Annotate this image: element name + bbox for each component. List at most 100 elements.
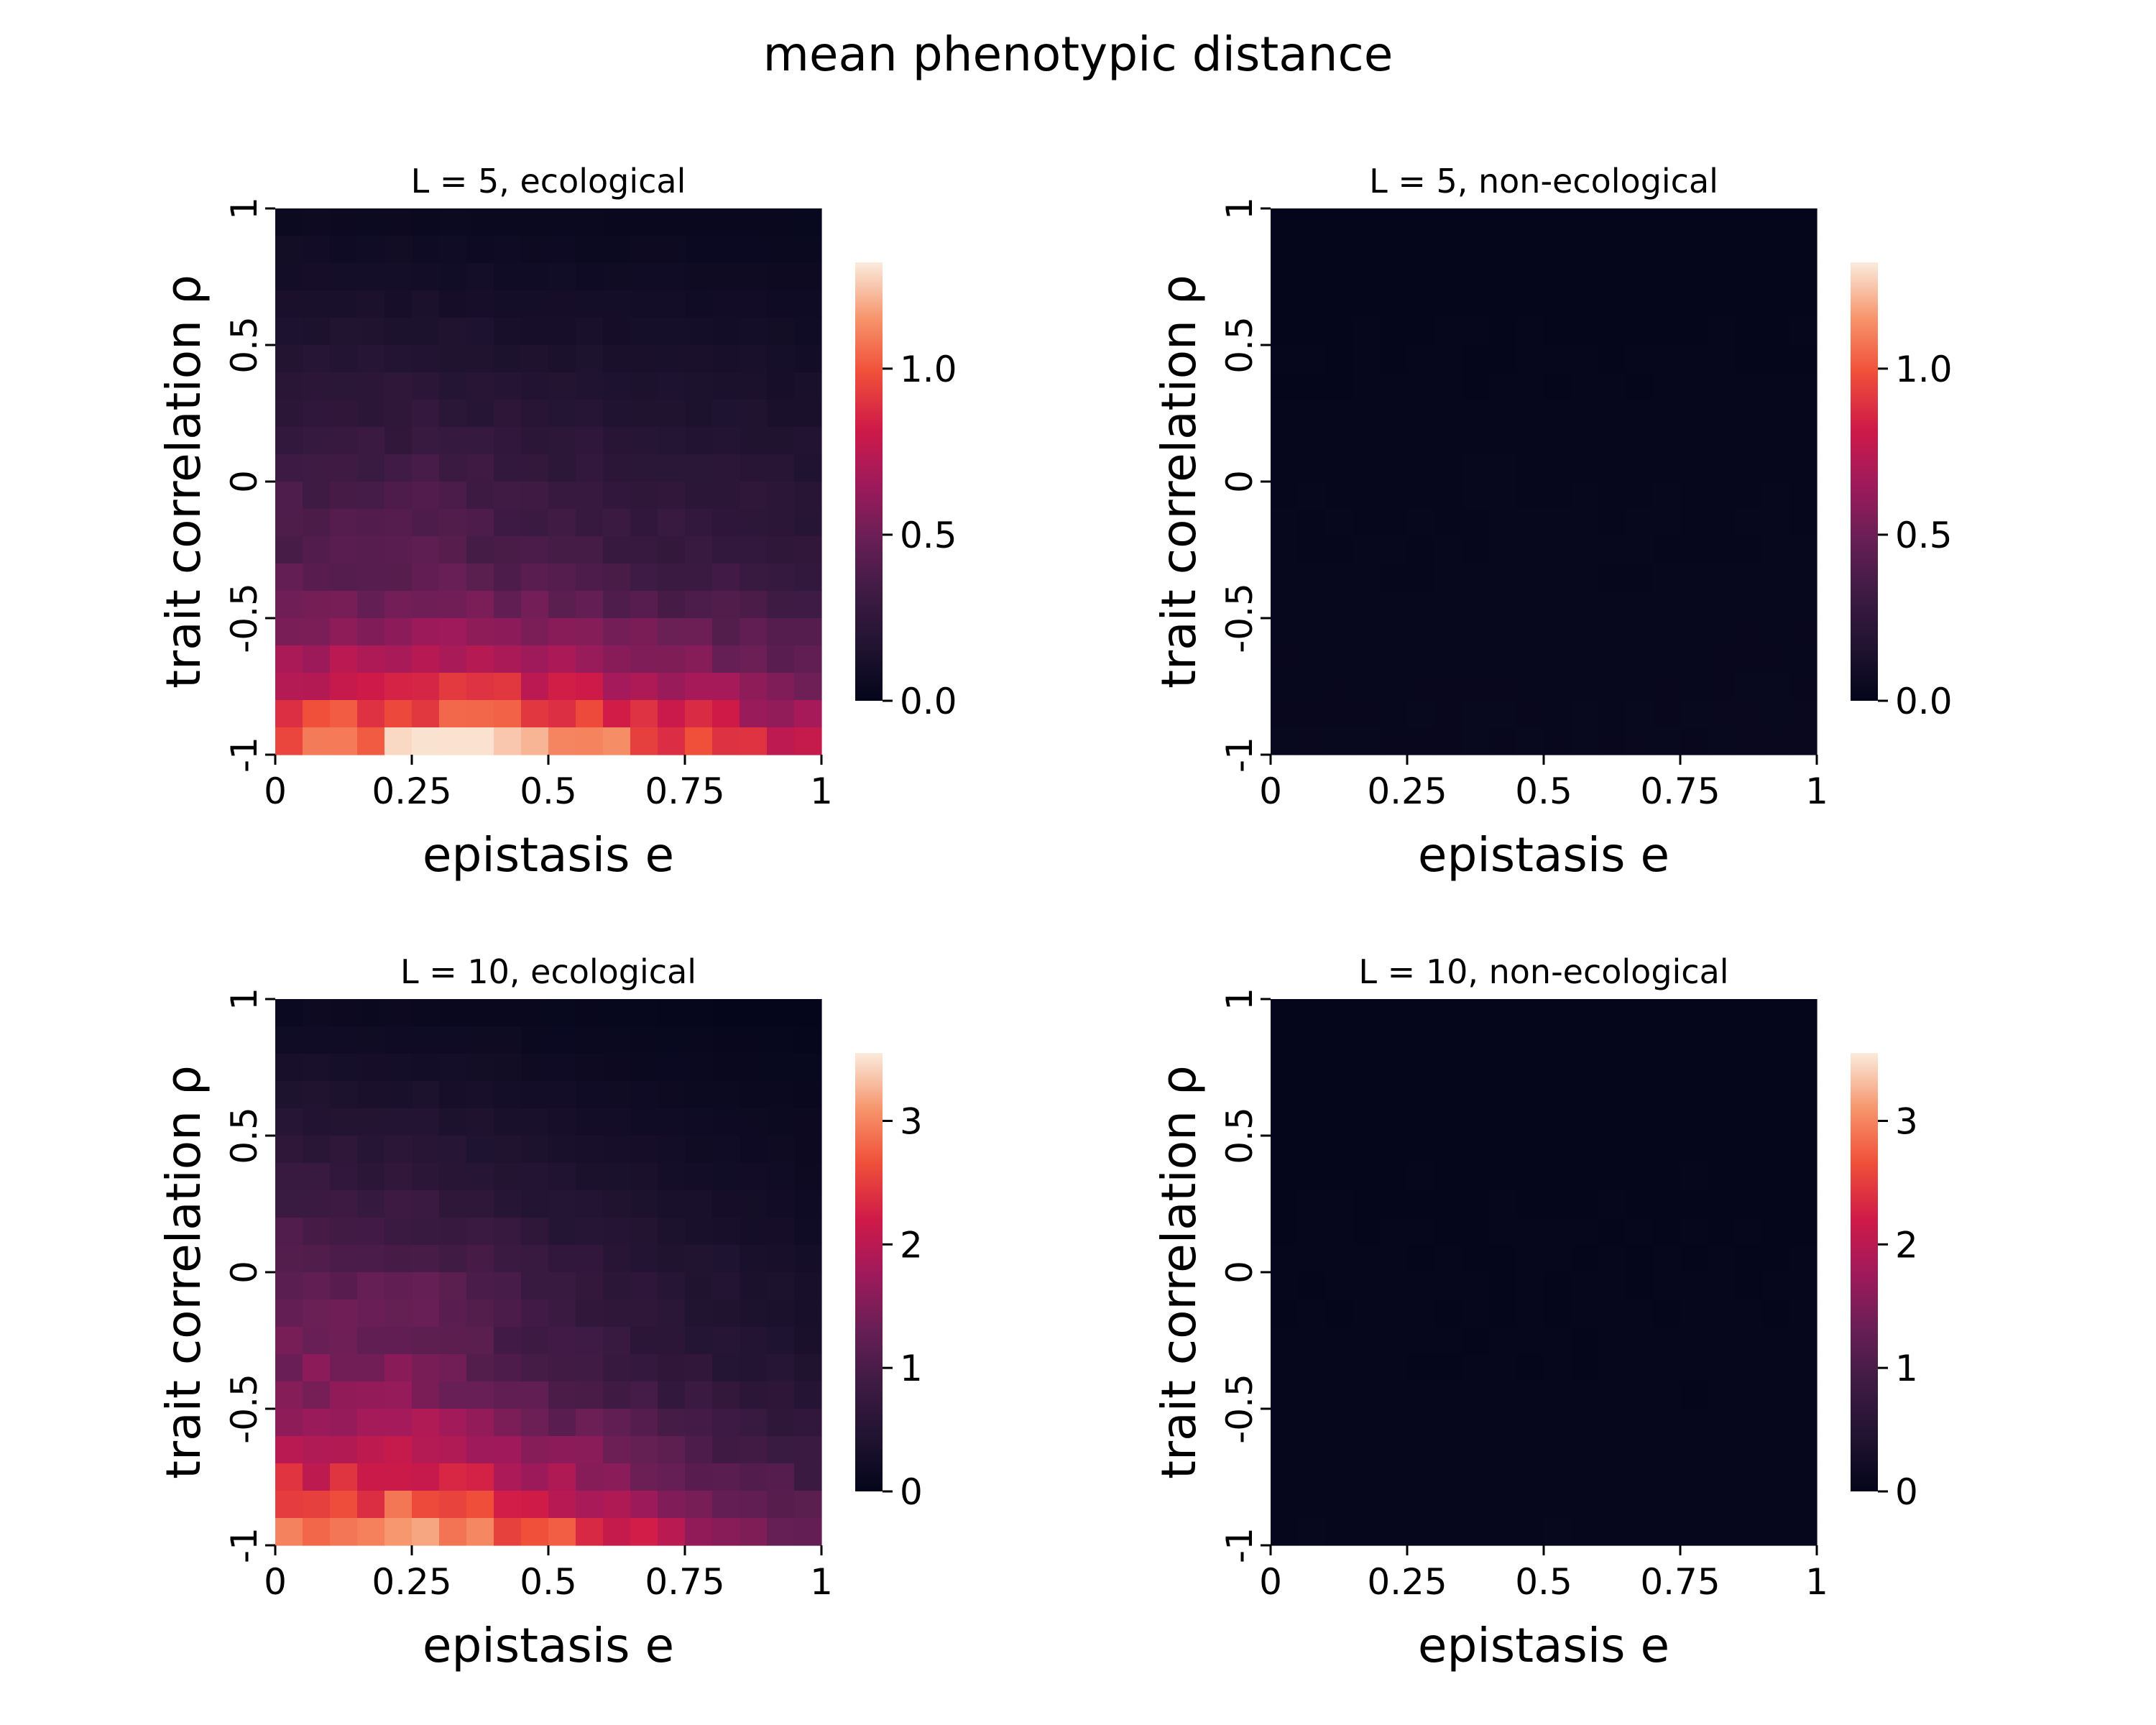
heatmap-cell bbox=[439, 564, 467, 592]
heatmap-cell bbox=[303, 509, 331, 537]
heatmap-cell bbox=[1271, 1054, 1299, 1082]
heatmap-cell bbox=[685, 1436, 713, 1464]
heatmap-cell bbox=[357, 318, 385, 346]
heatmap-cell bbox=[1380, 318, 1408, 346]
heatmap-cell bbox=[630, 727, 658, 755]
heatmap-cell bbox=[494, 1026, 522, 1054]
heatmap-cell bbox=[1598, 345, 1626, 373]
heatmap-cell bbox=[576, 1163, 604, 1191]
heatmap-cell bbox=[603, 536, 631, 564]
heatmap-cell bbox=[712, 1026, 740, 1054]
x-tick-label: 0.75 bbox=[645, 1561, 724, 1603]
heatmap-cell bbox=[1462, 345, 1490, 373]
heatmap-cell bbox=[1462, 700, 1490, 728]
heatmap-cell bbox=[1598, 1463, 1626, 1491]
heatmap-cell bbox=[1298, 618, 1326, 646]
heatmap-cell bbox=[1325, 564, 1353, 592]
heatmap-cell bbox=[1434, 1108, 1462, 1136]
heatmap-cell bbox=[1434, 1136, 1462, 1164]
heatmap-cell bbox=[1325, 1300, 1353, 1328]
heatmap-cell bbox=[1680, 727, 1708, 755]
heatmap-cell bbox=[630, 345, 658, 373]
heatmap-cell bbox=[330, 1163, 358, 1191]
heatmap-cell bbox=[1380, 673, 1408, 701]
heatmap-cell bbox=[1462, 1218, 1490, 1246]
heatmap-cell bbox=[1762, 345, 1790, 373]
heatmap-cell bbox=[1762, 509, 1790, 537]
heatmap-cell bbox=[603, 591, 631, 619]
heatmap-cell bbox=[439, 591, 467, 619]
heatmap-cell bbox=[603, 1026, 631, 1054]
heatmap-cell bbox=[357, 1327, 385, 1355]
heatmap-cell bbox=[1271, 618, 1299, 646]
heatmap-cell bbox=[439, 1136, 467, 1164]
heatmap-cell bbox=[794, 1026, 822, 1054]
heatmap-cell bbox=[1353, 1354, 1381, 1382]
heatmap-cell bbox=[630, 482, 658, 510]
heatmap-cell bbox=[330, 1026, 358, 1054]
heatmap-cell bbox=[1544, 290, 1572, 318]
heatmap-cell bbox=[767, 1108, 795, 1136]
heatmap-cell bbox=[576, 1463, 604, 1491]
heatmap-cell bbox=[1735, 1245, 1763, 1273]
heatmap-cell bbox=[1789, 1218, 1818, 1246]
heatmap-cell bbox=[1516, 1054, 1544, 1082]
heatmap-cell bbox=[658, 263, 686, 291]
heatmap-cell bbox=[494, 1354, 522, 1382]
heatmap-cell bbox=[767, 263, 795, 291]
heatmap-cell bbox=[1762, 1300, 1790, 1328]
heatmap-cell bbox=[1380, 591, 1408, 619]
heatmap-cell bbox=[767, 290, 795, 318]
heatmap-cell bbox=[330, 1108, 358, 1136]
heatmap-cell bbox=[494, 591, 522, 619]
heatmap-cell bbox=[794, 400, 822, 428]
heatmap-cell bbox=[603, 999, 631, 1027]
heatmap-cell bbox=[1380, 1381, 1408, 1409]
heatmap-cell bbox=[303, 591, 331, 619]
heatmap-cell bbox=[384, 1108, 413, 1136]
heatmap-cell bbox=[1325, 1272, 1353, 1300]
heatmap-cell bbox=[1680, 1163, 1708, 1191]
x-tick-label: 0.5 bbox=[520, 770, 577, 812]
heatmap-cell bbox=[1407, 427, 1435, 455]
heatmap-cell bbox=[1298, 400, 1326, 428]
heatmap-cell bbox=[630, 1381, 658, 1409]
heatmap-cell bbox=[1708, 1054, 1736, 1082]
heatmap-cell bbox=[1762, 1518, 1790, 1546]
heatmap-cell bbox=[740, 1190, 768, 1218]
heatmap-cell bbox=[1789, 700, 1818, 728]
heatmap-cell bbox=[603, 1081, 631, 1109]
heatmap-cell bbox=[1434, 509, 1462, 537]
heatmap-cell bbox=[1271, 372, 1299, 400]
heatmap-cell bbox=[1544, 208, 1572, 236]
heatmap-cell bbox=[1626, 1081, 1654, 1109]
heatmap-cell bbox=[1489, 536, 1517, 564]
heatmap-cell bbox=[685, 400, 713, 428]
heatmap-cell bbox=[303, 673, 331, 701]
heatmap-cell bbox=[1434, 727, 1462, 755]
heatmap-cell bbox=[330, 1491, 358, 1519]
heatmap-cell bbox=[1598, 673, 1626, 701]
heatmap-cell bbox=[603, 236, 631, 264]
heatmap-cell bbox=[630, 427, 658, 455]
heatmap-cell bbox=[439, 673, 467, 701]
heatmap-cell bbox=[303, 290, 331, 318]
heatmap-cell bbox=[1680, 1381, 1708, 1409]
heatmap-cell bbox=[630, 290, 658, 318]
heatmap-cell bbox=[1489, 1300, 1517, 1328]
heatmap-cell bbox=[303, 1026, 331, 1054]
heatmap-cell bbox=[1271, 999, 1299, 1027]
heatmap-cell bbox=[1380, 454, 1408, 482]
heatmap-cell bbox=[357, 1108, 385, 1136]
heatmap-cell bbox=[548, 372, 576, 400]
heatmap-cell bbox=[712, 318, 740, 346]
heatmap-cell bbox=[1353, 536, 1381, 564]
heatmap-cell bbox=[521, 591, 549, 619]
heatmap-cell bbox=[1680, 400, 1708, 428]
heatmap-cell bbox=[1434, 1272, 1462, 1300]
heatmap-cell bbox=[412, 482, 440, 510]
heatmap-cell bbox=[1708, 400, 1736, 428]
heatmap-cell bbox=[1298, 1190, 1326, 1218]
heatmap-cell bbox=[1544, 509, 1572, 537]
